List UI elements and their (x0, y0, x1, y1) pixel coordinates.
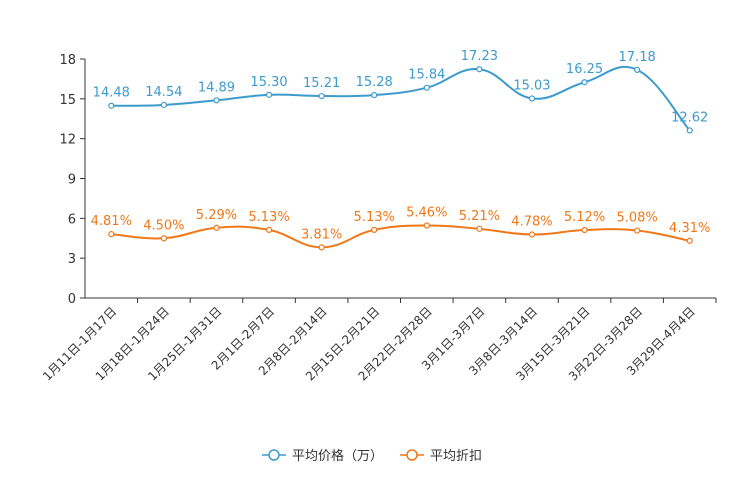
data-point[interactable] (213, 97, 220, 104)
data-point[interactable] (634, 227, 641, 234)
data-label: 15.84 (408, 68, 445, 83)
data-point[interactable] (213, 224, 220, 231)
data-label: 4.50% (143, 218, 184, 233)
x-axis-ticks: 1月11日-1月17日1月18日-1月24日1月25日-1月31日2月1日-2月… (40, 298, 717, 384)
data-point[interactable] (423, 222, 430, 229)
data-label: 14.54 (145, 85, 182, 100)
data-label: 5.46% (406, 206, 447, 221)
data-point[interactable] (265, 91, 273, 98)
data-point[interactable] (318, 92, 325, 100)
data-point[interactable] (318, 244, 325, 251)
legend-item-2[interactable]: 平均折扣 (400, 449, 482, 464)
y-tick-label: 6 (68, 212, 76, 227)
data-label: 16.25 (566, 62, 603, 77)
data-label: 3.81% (301, 227, 342, 242)
data-label: 4.78% (511, 215, 552, 230)
data-point[interactable] (371, 92, 378, 99)
data-point[interactable] (476, 225, 483, 232)
y-tick-label: 3 (68, 252, 76, 267)
data-label: 5.21% (459, 209, 500, 224)
data-point[interactable] (581, 79, 588, 86)
data-label: 17.23 (461, 49, 498, 64)
data-label: 5.08% (616, 211, 657, 226)
data-point[interactable] (686, 127, 693, 134)
data-label: 17.18 (619, 50, 656, 65)
data-label: 15.28 (356, 75, 393, 90)
y-tick-label: 18 (59, 53, 76, 68)
data-label: 5.29% (196, 208, 237, 223)
data-label: 5.13% (354, 210, 395, 225)
data-point[interactable] (108, 102, 115, 109)
y-tick-label: 15 (59, 93, 76, 108)
legend-label: 平均折扣 (430, 449, 482, 464)
data-point[interactable] (371, 226, 378, 233)
series-line (111, 224, 690, 249)
data-label: 15.03 (513, 78, 550, 93)
legend-marker-icon (406, 449, 418, 461)
data-point[interactable] (686, 237, 693, 244)
y-tick-label: 9 (68, 173, 76, 188)
legend-label: 平均价格（万） (292, 448, 383, 464)
data-label: 15.21 (303, 76, 340, 91)
y-tick-label: 0 (68, 292, 76, 307)
data-point[interactable] (423, 84, 430, 91)
data-point[interactable] (160, 101, 167, 109)
series-layer: 14.48 14.54 14.89 15.30 15.21 15.28 15.84 17.23… (91, 49, 710, 251)
chart-legend[interactable]: 平均价格（万） 平均折扣 (262, 448, 482, 464)
data-point[interactable] (634, 66, 641, 73)
legend-item-1[interactable]: 平均价格（万） (262, 448, 383, 464)
data-point[interactable] (160, 235, 167, 242)
series-2: 4.81% 4.50% 5.29% 5.13% 3.81% 5.13% 5.46% 5.21%… (91, 206, 710, 251)
data-point[interactable] (528, 231, 536, 238)
data-label: 5.12% (564, 210, 605, 225)
series-1: 14.48 14.54 14.89 15.30 15.21 15.28 15.84 17.23… (93, 49, 708, 134)
data-label: 5.13% (248, 210, 289, 225)
data-label: 4.31% (669, 221, 710, 236)
data-label: 15.30 (250, 75, 287, 90)
data-point[interactable] (108, 231, 115, 238)
data-point[interactable] (265, 226, 273, 233)
data-point[interactable] (476, 66, 483, 73)
y-axis-ticks: 0 3 6 9 12 15 18 (59, 53, 85, 307)
y-tick-label: 12 (59, 133, 76, 148)
data-label: 12.62 (671, 110, 708, 125)
data-label: 14.48 (93, 86, 130, 101)
data-label: 4.81% (91, 214, 132, 229)
data-point[interactable] (581, 226, 588, 234)
data-label: 14.89 (198, 80, 235, 95)
data-point[interactable] (528, 95, 536, 102)
legend-marker-icon (268, 449, 280, 461)
